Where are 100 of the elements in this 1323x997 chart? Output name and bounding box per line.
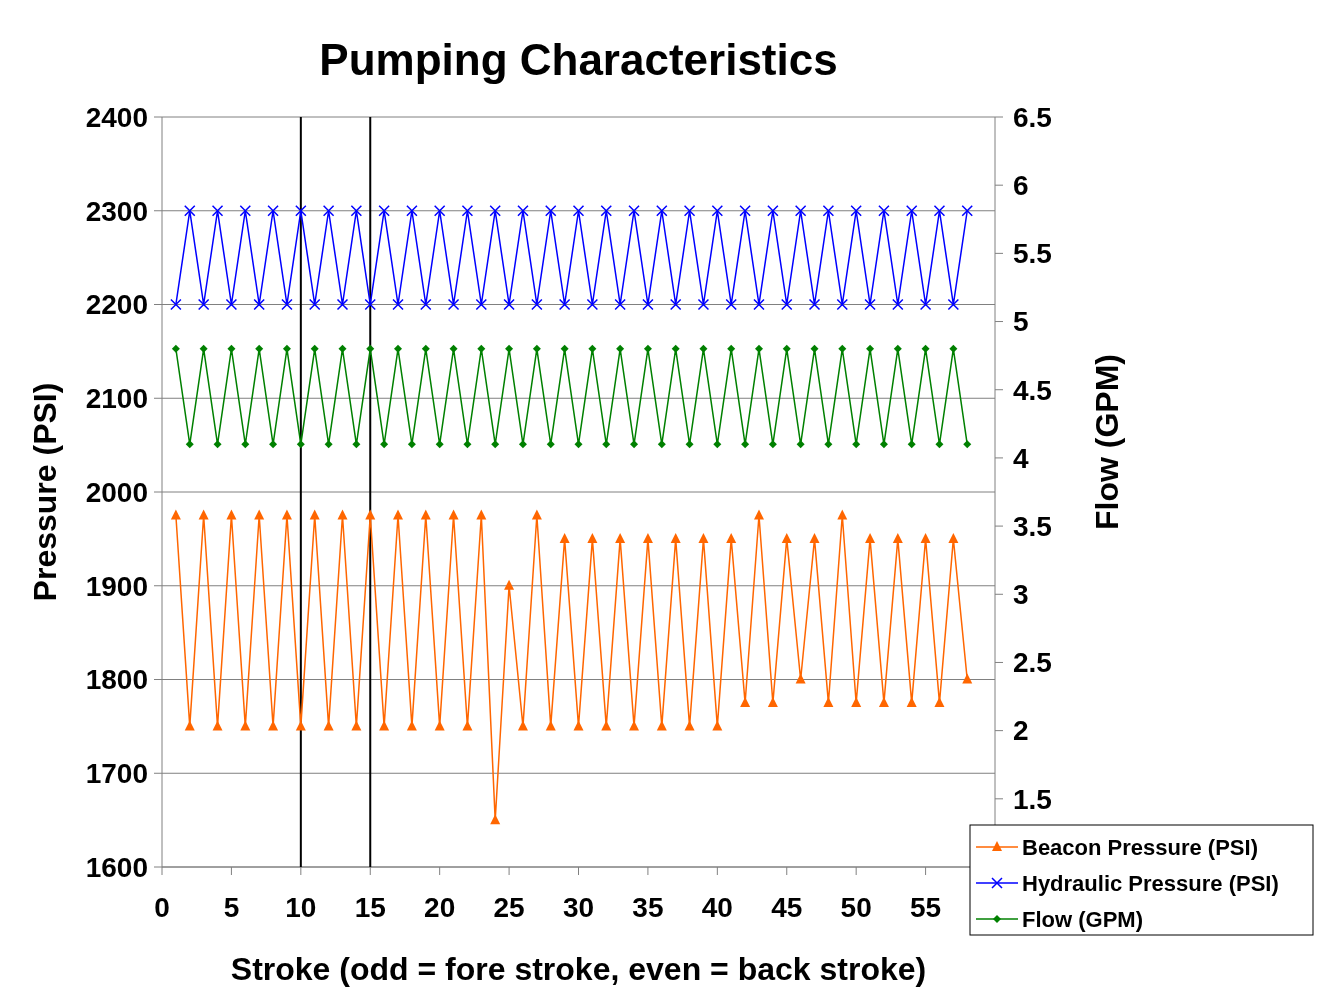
- y-tick-label: 2300: [85, 195, 148, 227]
- point: [226, 509, 237, 520]
- point: [684, 720, 695, 731]
- x-tick-label: 15: [354, 892, 386, 923]
- point: [544, 205, 557, 217]
- point: [850, 205, 862, 217]
- point: [920, 532, 931, 543]
- point: [558, 298, 571, 311]
- point: [698, 532, 709, 543]
- point: [517, 205, 529, 217]
- y-tick-label: 1600: [85, 851, 148, 883]
- point: [697, 298, 710, 311]
- point: [490, 814, 501, 825]
- point: [323, 720, 334, 731]
- point: [531, 509, 542, 520]
- point: [587, 532, 598, 543]
- chart-title: Pumping Characteristics: [319, 35, 838, 84]
- y2-tick-label: 3.5: [1013, 510, 1052, 542]
- point: [184, 205, 196, 217]
- x-tick-label: 10: [285, 892, 317, 923]
- point: [836, 298, 849, 311]
- point: [739, 205, 751, 217]
- y-tick-label: 2200: [85, 289, 148, 321]
- point: [669, 298, 682, 311]
- point: [656, 205, 668, 217]
- point: [892, 298, 904, 311]
- point: [837, 509, 848, 520]
- point: [865, 532, 876, 543]
- point: [809, 532, 820, 543]
- point: [503, 298, 515, 311]
- point: [212, 720, 223, 731]
- point: [586, 298, 599, 311]
- point: [365, 509, 376, 520]
- point: [489, 205, 501, 217]
- point: [573, 720, 584, 731]
- point: [254, 509, 265, 520]
- x-axis-title: Stroke (odd = fore stroke, even = back stroke): [230, 951, 927, 987]
- x-tick-label: 30: [562, 892, 595, 923]
- point: [905, 205, 918, 217]
- point: [434, 720, 445, 731]
- point: [642, 532, 653, 543]
- y2-axis-title: Flow (GPM): [1089, 354, 1125, 530]
- point: [350, 205, 363, 217]
- point: [753, 509, 764, 520]
- y2-tick-label: 4: [1013, 442, 1029, 474]
- y2-tick-label: 3: [1013, 579, 1029, 611]
- point: [239, 205, 252, 217]
- point: [378, 205, 390, 217]
- point: [504, 579, 515, 590]
- point: [211, 205, 224, 217]
- point: [447, 298, 460, 311]
- x-tick-label: 20: [424, 892, 456, 923]
- point: [392, 298, 404, 311]
- y-axis-title: Pressure (PSI): [27, 382, 63, 602]
- point: [184, 720, 195, 731]
- point: [225, 298, 238, 311]
- point: [308, 298, 321, 311]
- point: [767, 205, 779, 217]
- point: [240, 720, 251, 731]
- point: [961, 205, 973, 217]
- point: [948, 532, 959, 543]
- y2-tick-label: 6.5: [1013, 101, 1052, 133]
- point: [725, 298, 737, 311]
- point: [433, 205, 446, 217]
- y-tick-label: 1900: [85, 570, 148, 602]
- point: [600, 205, 613, 217]
- point: [420, 298, 432, 311]
- point: [670, 532, 681, 543]
- point: [351, 720, 362, 731]
- y-tick-label: 2100: [85, 383, 148, 415]
- point: [253, 298, 265, 311]
- point: [864, 298, 876, 311]
- y2-tick-label: 1.5: [1013, 783, 1052, 815]
- point: [281, 298, 293, 311]
- point: [322, 205, 335, 217]
- point: [406, 205, 418, 217]
- x-tick-label: 45: [771, 892, 803, 923]
- point: [559, 532, 570, 543]
- x-tick-label: 50: [840, 892, 872, 923]
- point: [364, 298, 376, 311]
- point: [683, 205, 696, 217]
- point: [281, 509, 292, 520]
- point: [781, 298, 793, 311]
- legend-label: Flow (GPM): [1022, 906, 1143, 932]
- point: [656, 720, 667, 731]
- point: [462, 720, 473, 731]
- x-tick-label: 0: [154, 892, 170, 923]
- point: [712, 720, 723, 731]
- point: [475, 298, 488, 311]
- legend-label: Beacon Pressure (PSI): [1022, 834, 1258, 860]
- y2-tick-label: 4.5: [1013, 374, 1052, 406]
- point: [642, 298, 654, 311]
- point: [531, 298, 543, 311]
- x-tick-label: 40: [701, 892, 733, 923]
- point: [726, 532, 737, 543]
- y-tick-label: 1700: [85, 758, 148, 790]
- point: [753, 298, 765, 311]
- point: [295, 720, 306, 731]
- point: [878, 205, 890, 217]
- point: [197, 298, 210, 311]
